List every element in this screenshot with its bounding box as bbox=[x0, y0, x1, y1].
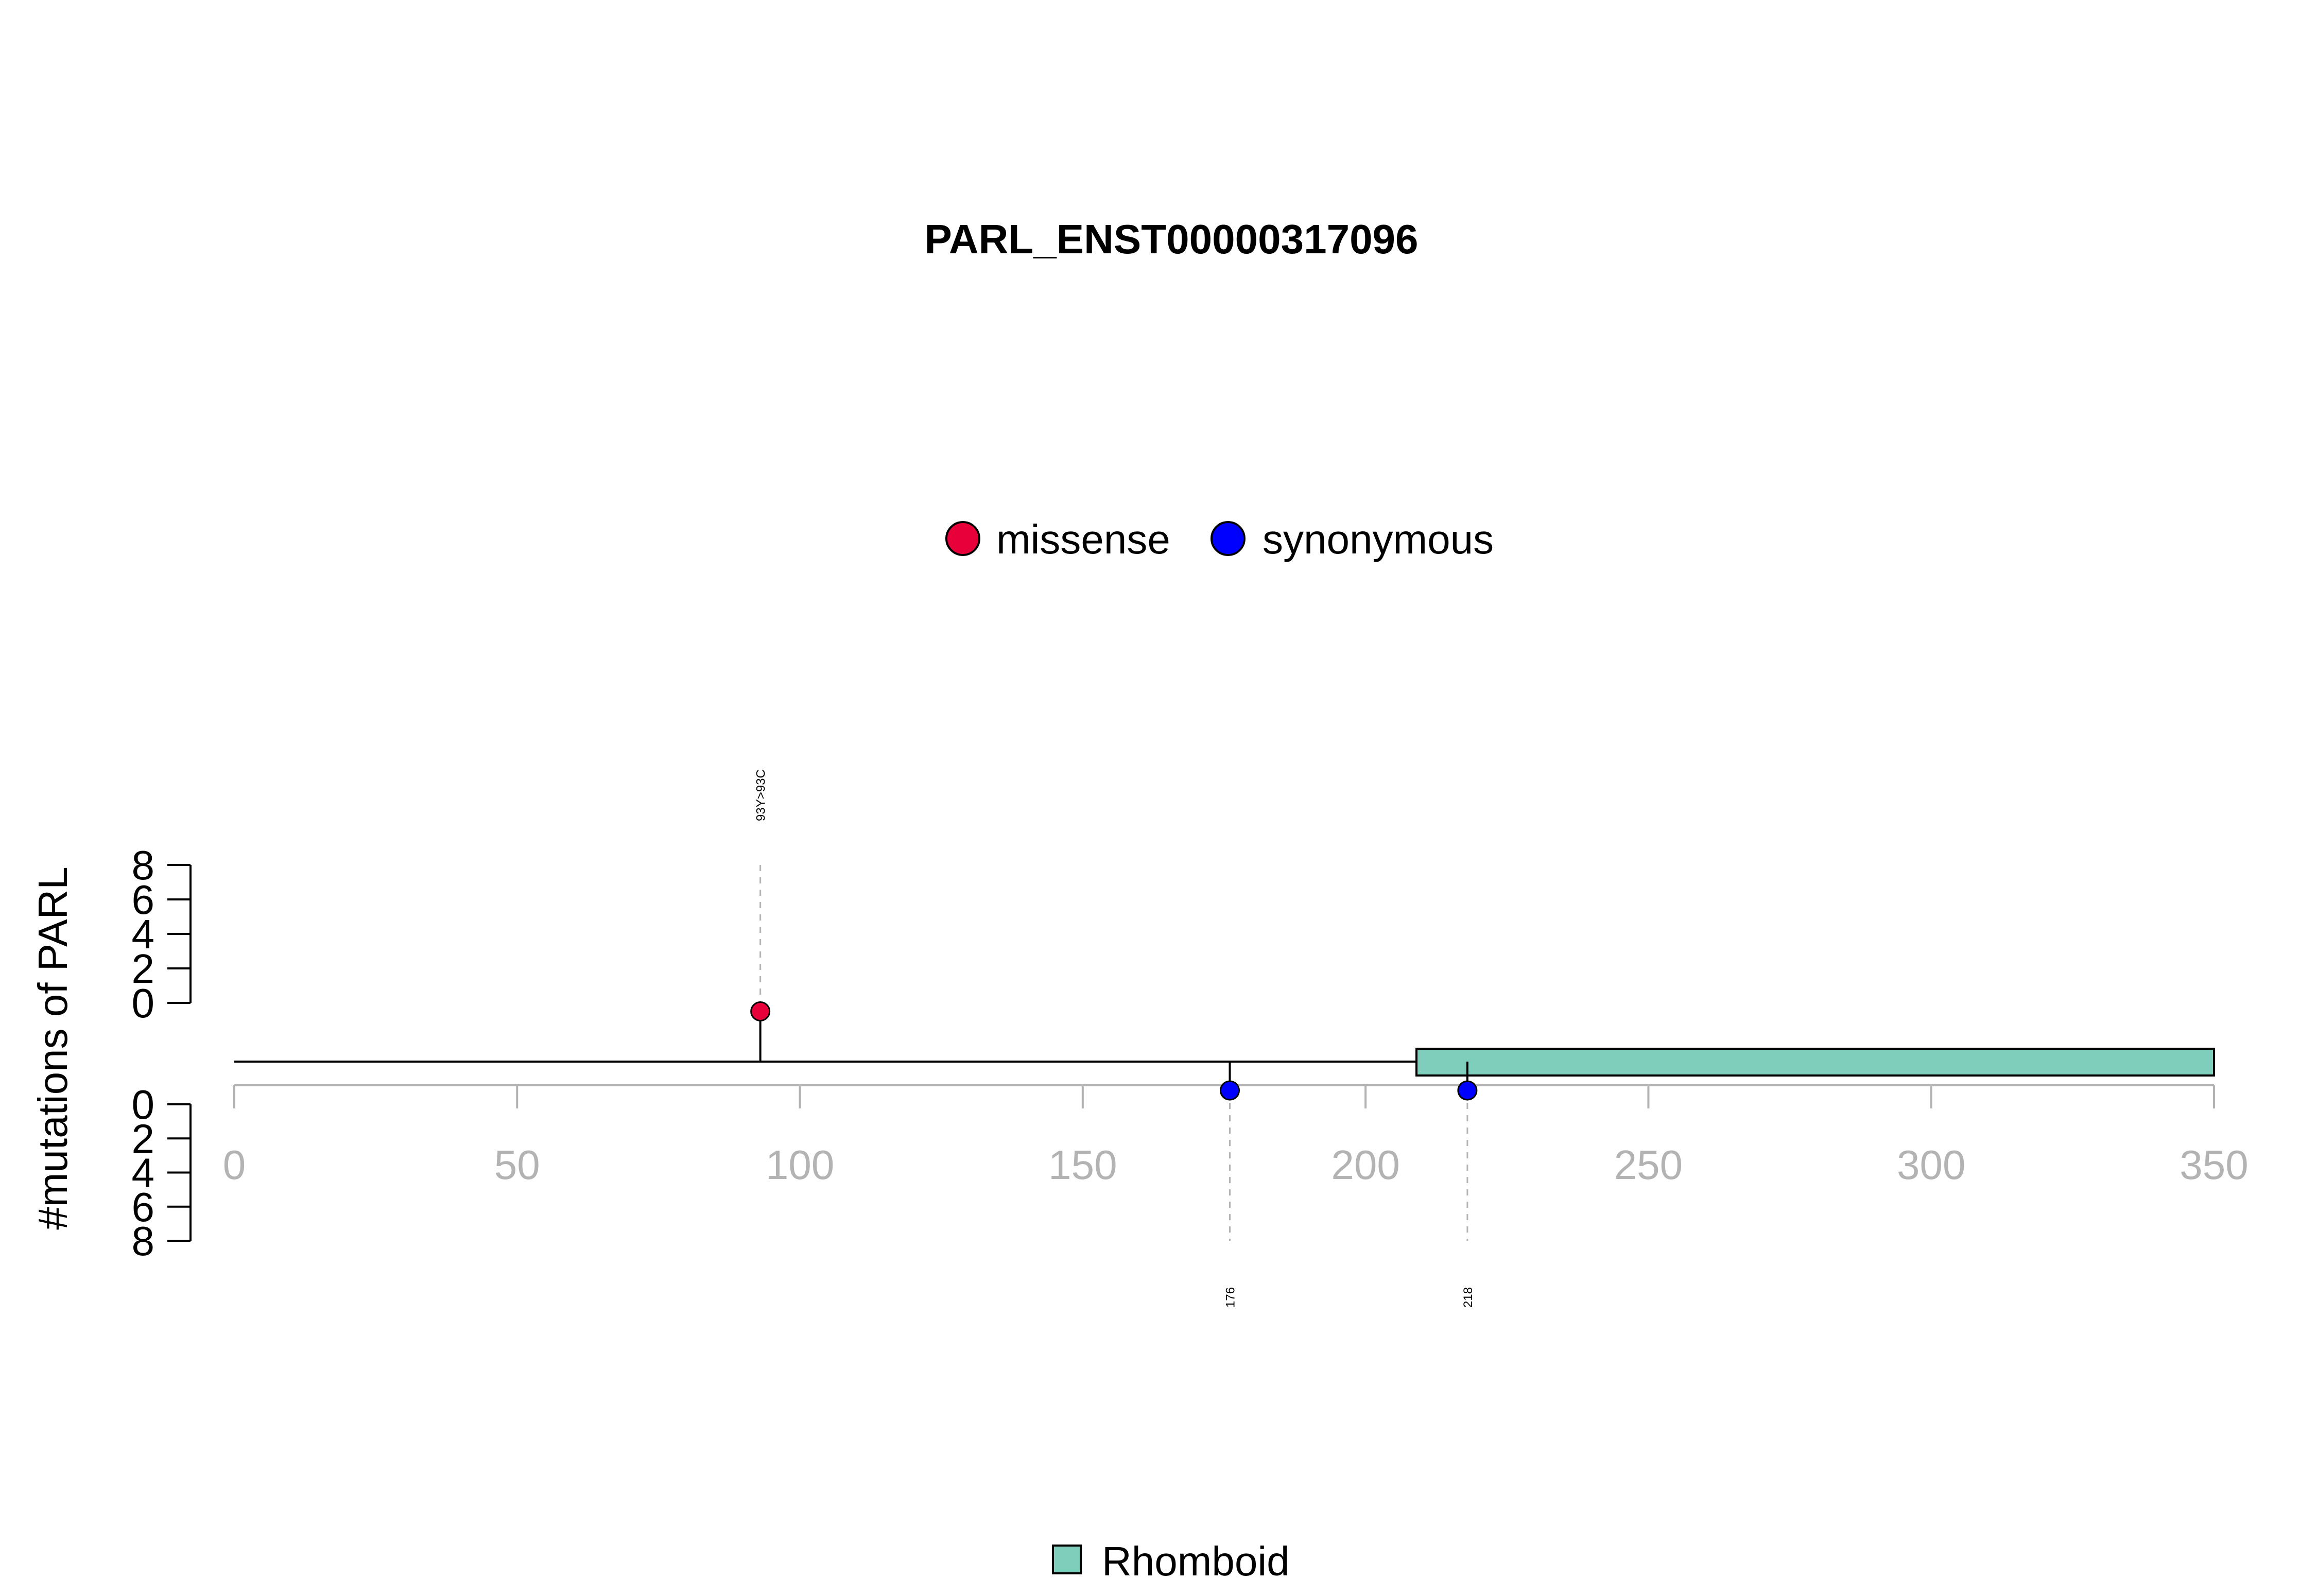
mutation-label-218: 218 bbox=[1461, 1287, 1475, 1308]
legend-label-synonymous: synonymous bbox=[1263, 516, 1494, 562]
x-tick-label-300: 300 bbox=[1897, 1142, 1965, 1188]
mutation-point-218 bbox=[1457, 1080, 1478, 1101]
x-tick-label-100: 100 bbox=[766, 1142, 834, 1188]
y-tick-label-lower-6: 6 bbox=[132, 1184, 155, 1230]
y-tick-label-upper-4: 4 bbox=[132, 911, 155, 957]
domain-layer bbox=[1415, 1048, 2216, 1077]
x-tick-label-50: 50 bbox=[494, 1142, 540, 1188]
legend-marker-missense bbox=[945, 521, 980, 556]
y-axis-label: #mutations of PARL bbox=[30, 866, 76, 1230]
x-tick-label-150: 150 bbox=[1048, 1142, 1117, 1188]
mutation-type-legend: missense synonymous bbox=[945, 516, 1494, 562]
y-tick-label-upper-2: 2 bbox=[132, 946, 155, 992]
x-tick-label-350: 350 bbox=[2180, 1142, 2248, 1188]
legend-marker-synonymous bbox=[1211, 521, 1246, 556]
x-tick-label-0: 0 bbox=[223, 1142, 246, 1188]
mutation-label-176: 176 bbox=[1223, 1287, 1237, 1308]
y-tick-label-lower-4: 4 bbox=[132, 1150, 155, 1196]
lollipop-layer: 93Y>93C 176 218 bbox=[750, 769, 1478, 1308]
legend-label-missense: missense bbox=[996, 516, 1170, 562]
x-tick-label-250: 250 bbox=[1614, 1142, 1683, 1188]
y-tick-label-lower-2: 2 bbox=[132, 1116, 155, 1161]
domain-rhomboid bbox=[1415, 1048, 2216, 1077]
legend-swatch-rhomboid bbox=[1052, 1545, 1082, 1574]
y-tick-label-lower-8: 8 bbox=[132, 1218, 155, 1264]
y-tick-label-upper-0: 0 bbox=[132, 980, 155, 1026]
y-tick-label-lower-0: 0 bbox=[132, 1082, 155, 1127]
mutation-point-176 bbox=[1219, 1080, 1240, 1101]
mutation-label-93y-93c: 93Y>93C bbox=[754, 769, 768, 821]
legend-label-rhomboid: Rhomboid bbox=[1102, 1538, 1290, 1584]
domain-legend: Rhomboid bbox=[1052, 1538, 1290, 1584]
x-axis: 0 50 100 150 200 250 300 350 bbox=[223, 1084, 2249, 1188]
mutation-point-93y-93c bbox=[750, 1001, 771, 1021]
chart-title: PARL_ENST00000317096 bbox=[924, 216, 1418, 262]
y-tick-label-upper-6: 6 bbox=[132, 877, 155, 923]
y-tick-label-upper-8: 8 bbox=[132, 842, 155, 888]
x-tick-label-200: 200 bbox=[1331, 1142, 1399, 1188]
